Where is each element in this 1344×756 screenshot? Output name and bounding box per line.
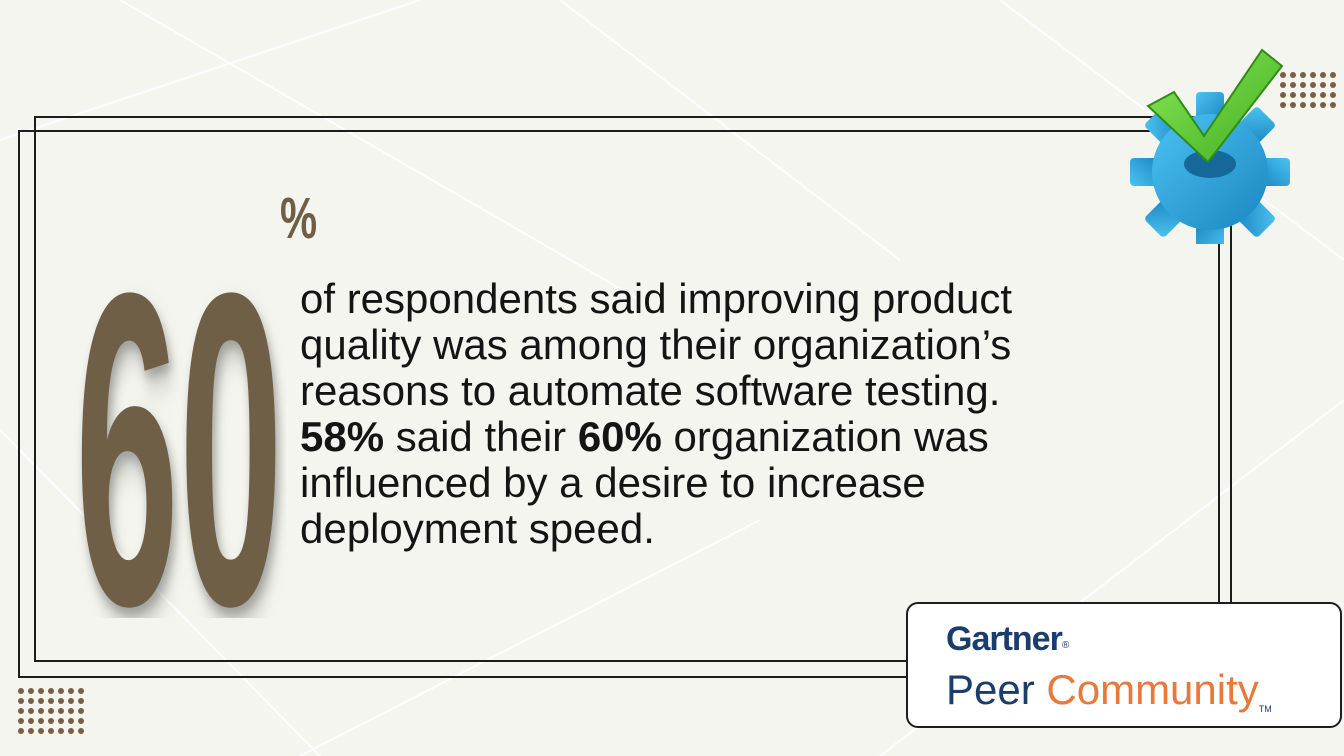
community-text: Community [1046, 666, 1259, 713]
gear-with-checkmark-icon [1130, 48, 1290, 244]
body-line-1: of respondents said improving product [300, 275, 1013, 322]
gartner-brand-text: Gartner [946, 620, 1063, 658]
registered-mark: ® [1061, 640, 1070, 651]
statistic-description: of respondents said improving product qu… [300, 276, 1230, 552]
decorative-frame-outer [18, 130, 1220, 678]
gartner-wordmark: Gartner® [946, 620, 1069, 659]
dot-pattern-top-right [1280, 72, 1336, 108]
body-line-6: deployment speed. [300, 505, 655, 552]
body-line-5: influenced by a desire to increase [300, 459, 926, 506]
body-stat-60: 60% [577, 413, 662, 460]
headline-number: 60 [72, 158, 286, 618]
dot-pattern-bottom-left [18, 688, 84, 734]
peer-text: Peer [946, 666, 1035, 713]
body-line-3: reasons to automate software testing. [300, 367, 1001, 414]
body-stat-58: 58% [300, 413, 385, 460]
body-line-4-end: organization was [661, 413, 989, 460]
peer-community-wordmark: Peer CommunityTM [946, 666, 1272, 714]
headline-number-text: 60 [75, 202, 283, 618]
trademark-mark: TM [1258, 704, 1272, 714]
headline-percent: % [280, 186, 318, 251]
decorative-frame-inner [34, 116, 1232, 662]
body-line-4-mid: said their [384, 413, 578, 460]
body-line-2: quality was among their organization’s [300, 321, 1012, 368]
gartner-peer-community-logo: Gartner® Peer CommunityTM [906, 602, 1342, 728]
